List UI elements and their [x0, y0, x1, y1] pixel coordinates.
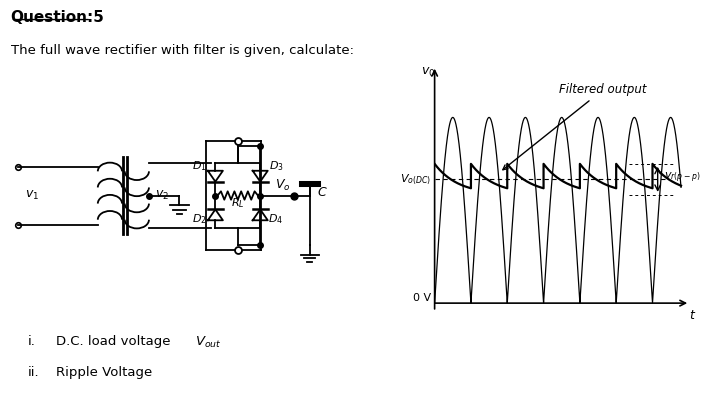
Text: i.: i. — [28, 335, 36, 348]
Text: $v_1$: $v_1$ — [25, 189, 39, 202]
Text: $V_{o(DC)}$: $V_{o(DC)}$ — [400, 172, 430, 186]
Text: $D_1$: $D_1$ — [192, 159, 207, 173]
Text: Filtered output: Filtered output — [503, 83, 646, 170]
Text: $V_o$: $V_o$ — [275, 178, 290, 193]
Text: 0 V: 0 V — [413, 293, 430, 303]
Text: $V_{out}$: $V_{out}$ — [195, 335, 222, 350]
Text: $t$: $t$ — [689, 309, 696, 322]
Text: $D_4$: $D_4$ — [268, 212, 283, 226]
Text: $D_2$: $D_2$ — [192, 212, 207, 226]
Text: ii.: ii. — [28, 366, 40, 379]
Text: Ripple Voltage: Ripple Voltage — [56, 366, 152, 379]
Text: $R_L$: $R_L$ — [231, 196, 245, 210]
Text: D.C. load voltage: D.C. load voltage — [56, 335, 175, 348]
Text: $v_{r(p-p)}$: $v_{r(p-p)}$ — [664, 171, 701, 185]
Text: $v_2$: $v_2$ — [154, 189, 168, 202]
Text: Question:5: Question:5 — [11, 10, 104, 25]
Text: $C$: $C$ — [317, 186, 327, 198]
Text: $D_3$: $D_3$ — [268, 159, 283, 173]
Text: The full wave rectifier with filter is given, calculate:: The full wave rectifier with filter is g… — [11, 44, 353, 57]
Text: $v_0$: $v_0$ — [421, 66, 435, 79]
